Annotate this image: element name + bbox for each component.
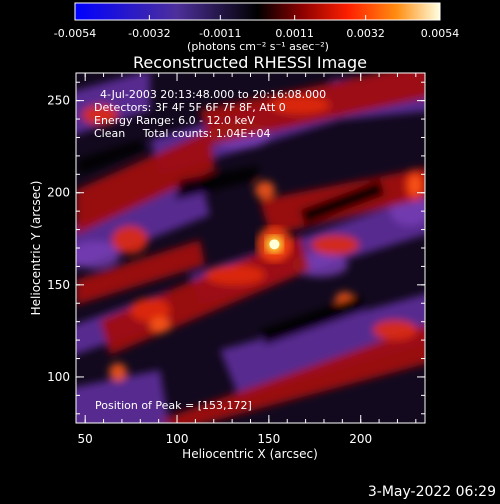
annotation-block: 4-Jul-2003 20:13:48.000 to 20:16:08.000 … (94, 88, 326, 140)
y-tick-label: 100 (47, 370, 70, 384)
y-axis-label: Heliocentric Y (arcsec) (29, 181, 43, 316)
y-tick-label: 250 (47, 94, 70, 108)
colorbar-tick-label: 0.0032 (346, 27, 385, 40)
annotation-clean-counts: Clean Total counts: 1.04E+04 (94, 127, 271, 140)
annotation-energy-range: Energy Range: 6.0 - 12.0 keV (94, 114, 255, 127)
colorbar-tick-label: -0.0032 (128, 27, 170, 40)
x-tick-label: 50 (78, 432, 93, 446)
x-axis-label: Heliocentric X (arcsec) (182, 447, 318, 461)
y-tick-label: 150 (47, 278, 70, 292)
colorbar-tick-label: 0.0011 (275, 27, 314, 40)
colorbar-unit-label: (photons cm⁻² s⁻¹ asec⁻²) (187, 40, 329, 53)
y-tick-label: 200 (47, 186, 70, 200)
peak-source (256, 226, 293, 263)
x-tick-label: 200 (349, 432, 372, 446)
footer-timestamp: 3-May-2022 06:29 (368, 484, 496, 500)
x-axis: 50 100 150 200 (78, 73, 417, 446)
annotation-detectors: Detectors: 3F 4F 5F 6F 7F 8F, Att 0 (94, 101, 286, 114)
y-axis: 100 150 200 250 (47, 81, 425, 415)
colorbar-tick-label: 0.0054 (421, 27, 460, 40)
colorbar-tick-label: -0.0054 (54, 27, 96, 40)
image-map (76, 73, 425, 423)
colorbar: -0.0054 -0.0032 -0.0011 0.0011 0.0032 0.0054 … (54, 2, 459, 53)
x-tick-label: 100 (166, 432, 189, 446)
peak-position-text: Position of Peak = [153,172] (95, 399, 252, 412)
colorbar-gradient (74, 2, 441, 21)
colorbar-ticks: -0.0054 -0.0032 -0.0011 0.0011 0.0032 0.0054 (54, 15, 459, 40)
x-tick-label: 150 (257, 432, 280, 446)
colorbar-tick-label: -0.0011 (199, 27, 241, 40)
chart-title: Reconstructed RHESSI Image (133, 53, 367, 72)
annotation-time-range: 4-Jul-2003 20:13:48.000 to 20:16:08.000 (100, 88, 326, 101)
